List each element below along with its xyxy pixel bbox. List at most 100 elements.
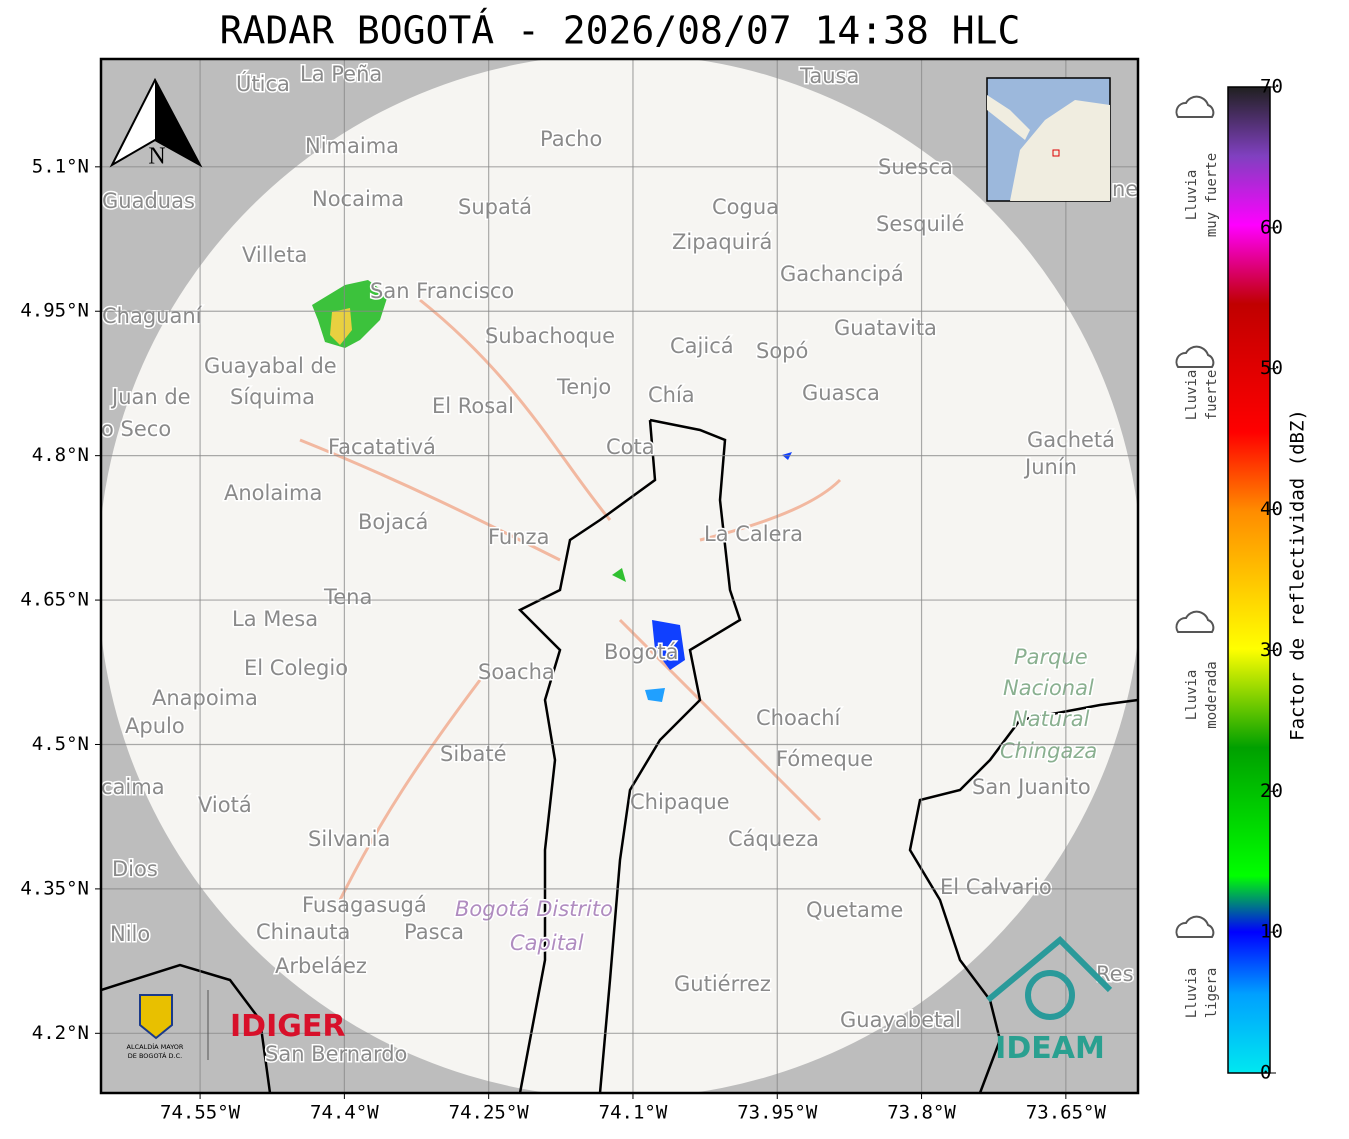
place-label: Anolaima (224, 481, 322, 505)
place-label: Silvania (308, 827, 390, 851)
place-label: Síquima (230, 385, 315, 409)
rain-level-label: muy fuerte (1204, 153, 1220, 237)
place-label: Apulo (125, 714, 185, 738)
ideam-swirl (1025, 970, 1075, 1020)
colorbar-tick-label: 30 (1260, 639, 1283, 661)
place-label: Villeta (242, 243, 307, 267)
rain-level-label: Lluvia (1184, 170, 1200, 221)
place-label: Guasca (802, 381, 880, 405)
x-tick-label: 74.55°W (160, 1102, 241, 1124)
north-arrow (155, 80, 200, 165)
place-label: Chaguaní (102, 304, 203, 328)
place-label: Anapoima (152, 686, 258, 710)
alcaldia-text: ALCALDÍA MAYOR (127, 1042, 184, 1051)
place-label: Subachoque (485, 324, 615, 348)
rain-level-label: fuerte (1204, 370, 1220, 421)
place-label: Pacho (540, 127, 602, 151)
place-label: La Calera (704, 522, 803, 546)
place-label: Guaduas (102, 189, 195, 213)
protected-area-label: Nacional (1003, 676, 1094, 700)
cloud-icon (1175, 95, 1215, 118)
echo (645, 688, 665, 702)
place-label: Pasca (404, 920, 464, 944)
place-label: caima (101, 775, 165, 799)
place-label: Guatavita (834, 316, 937, 340)
protected-area-label: Bogotá Distrito (455, 897, 613, 921)
place-label: Sibaté (440, 742, 507, 766)
title: RADAR BOGOTÁ - 2026/08/07 14:38 HLC (220, 9, 1021, 53)
colorbar-tick-label: 10 (1260, 921, 1283, 943)
place-label: Cáqueza (728, 827, 819, 851)
rain-level-label: moderada (1204, 661, 1220, 728)
x-tick-label: 73.65°W (1026, 1102, 1107, 1124)
ideam-roof (986, 935, 1113, 1003)
roads (299, 298, 842, 901)
protected-area-label: Chingaza (1000, 739, 1097, 763)
x-tick-label: 74.1°W (599, 1102, 668, 1124)
colorbar-tick-label: 20 (1260, 780, 1283, 802)
place-label: El Colegio (244, 656, 348, 680)
place-label: San Francisco (370, 279, 514, 303)
place-label: Cajicá (670, 334, 734, 358)
place-label: Fómeque (776, 747, 873, 771)
cloud-icon (1175, 345, 1215, 368)
place-label: Tena (323, 585, 372, 609)
place-labels: Útica La Peña Tausa Pacho Nimaima Guaduas Noca… (101, 61, 1138, 1068)
map: Útica La Peña Tausa Pacho Nimaima Guaduas Noca… (101, 59, 1138, 1093)
place-label: Tausa (799, 64, 859, 88)
place-label: Gutiérrez (674, 972, 771, 996)
place-label: San Bernardo (265, 1042, 407, 1066)
map-frame (99, 57, 1140, 1095)
district-boundary (517, 418, 742, 1093)
y-tick-label: 4.35°N (20, 877, 89, 899)
colorbar-tick-label: 40 (1260, 498, 1283, 520)
place-label: Sopó (756, 339, 808, 363)
place-label: Sesquilé (876, 212, 964, 236)
x-tick-label: 73.95°W (737, 1102, 818, 1124)
echo (652, 620, 685, 670)
y-tick-label: 4.95°N (20, 300, 89, 322)
place-label: Gachetá (1027, 428, 1115, 452)
place-label: Bogotá (604, 640, 679, 664)
colorbar-tick-label: 60 (1260, 216, 1283, 238)
rain-level-label: ligera (1204, 968, 1220, 1019)
alcaldia-shield (139, 994, 173, 1040)
department-boundary (101, 963, 272, 1093)
rain-level-label: Lluvia (1184, 670, 1200, 721)
protected-area-label: Natural (1012, 707, 1090, 731)
y-tick-label: 5.1°N (32, 155, 89, 177)
cloud-icon (1175, 610, 1215, 633)
place-label: San Juanito (972, 775, 1091, 799)
place-label: El Rosal (432, 394, 514, 418)
place-label: Chipaque (630, 790, 730, 814)
place-label: Guayabetal (840, 1008, 961, 1032)
place-label: Nocaima (312, 187, 404, 211)
place-label: Choachí (756, 706, 842, 730)
place-label: Dios (112, 857, 158, 881)
colorbar (1227, 86, 1271, 1074)
place-label: La Peña (300, 62, 382, 86)
place-label: La Mesa (232, 607, 318, 631)
x-tick-label: 74.4°W (310, 1102, 379, 1124)
place-label: Tenjo (556, 375, 611, 399)
colorbar-tick-label: 50 (1260, 357, 1283, 379)
y-tick-label: 4.5°N (32, 733, 89, 755)
place-label: Arbeláez (275, 954, 367, 978)
x-tick-label: 73.8°W (887, 1102, 956, 1124)
y-tick-label: 4.65°N (20, 589, 89, 611)
place-label: Chía (648, 383, 695, 407)
place-label: Juan de (110, 385, 191, 409)
place-label: Guayabal de (204, 354, 337, 378)
department-boundary (908, 698, 1138, 1093)
inset-land (987, 95, 1110, 201)
place-label: Fusagasugá (302, 893, 427, 917)
place-label: Junín (1023, 455, 1077, 479)
cloud-icon (1175, 915, 1215, 938)
y-tick-label: 4.2°N (32, 1022, 89, 1044)
place-label: Zipaquirá (672, 230, 772, 254)
echo (330, 308, 352, 345)
idiger-logo: IDIGER (230, 1009, 345, 1044)
place-label: Supatá (458, 195, 532, 219)
